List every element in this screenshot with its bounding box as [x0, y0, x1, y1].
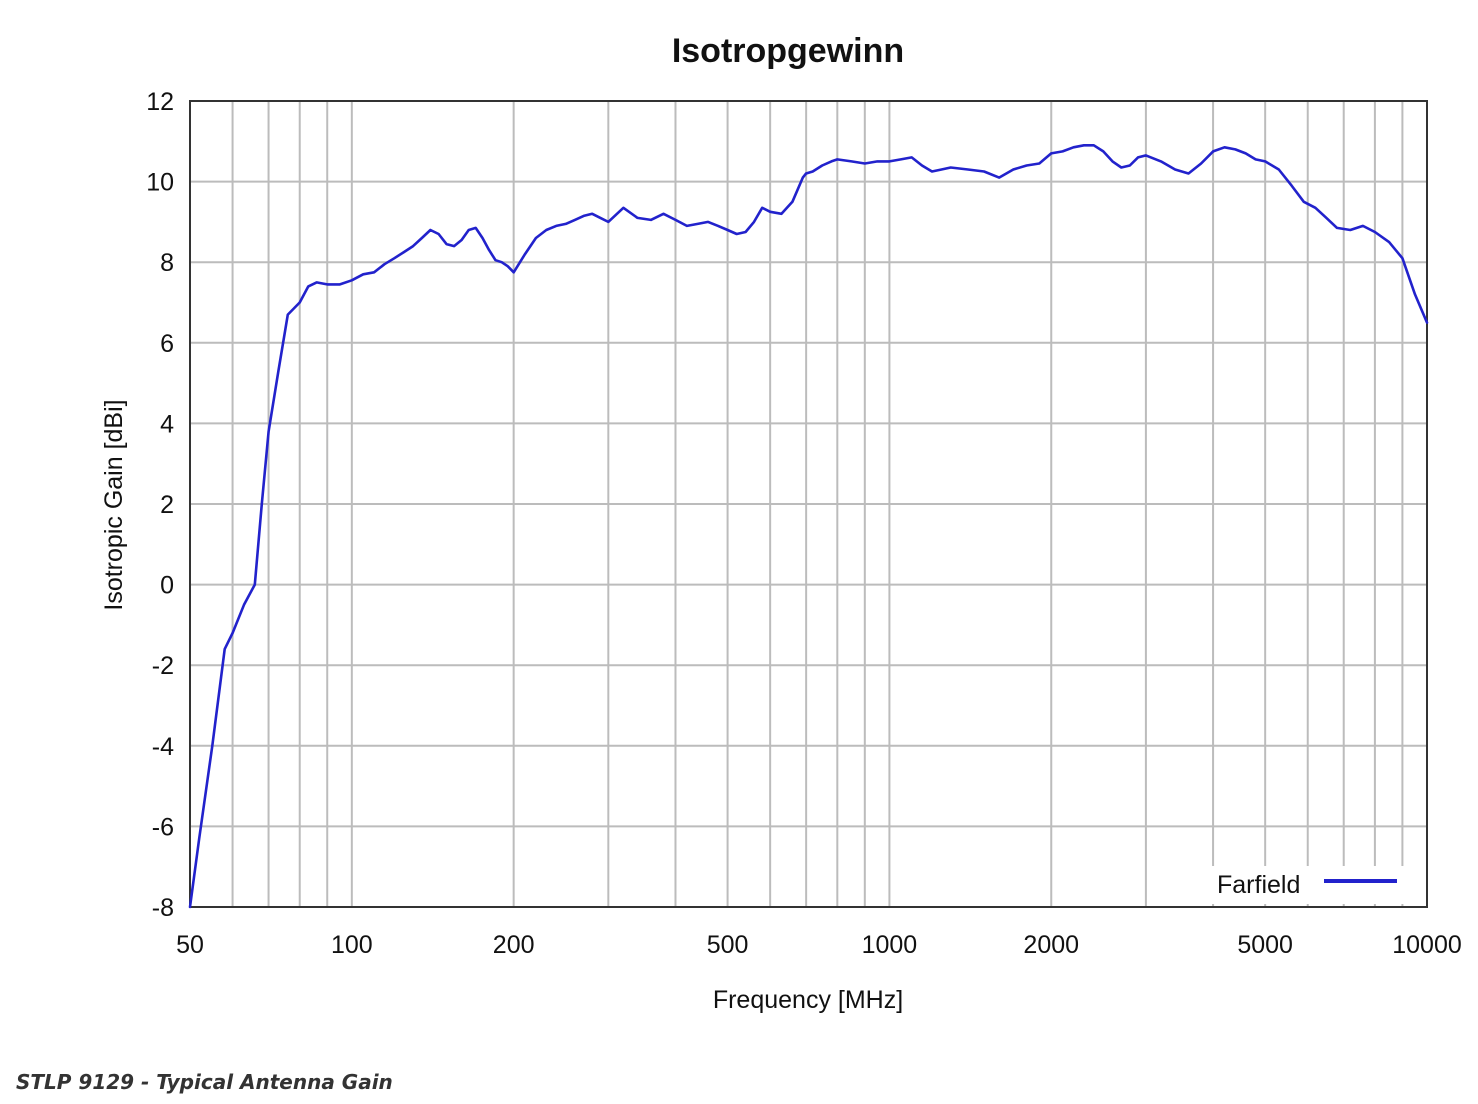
- x-tick-labels: 50 100 200 500 1000 2000 5000 10000: [176, 931, 1462, 959]
- y-tick-labels: -8 -6 -4 -2 0 2 4 6 8 10 12: [146, 88, 174, 922]
- x-tick-label: 50: [176, 931, 204, 959]
- series-line-farfield: [188, 144, 1429, 909]
- x-tick-label: 100: [331, 931, 373, 959]
- figure-caption: STLP 9129 - Typical Antenna Gain: [16, 1070, 393, 1094]
- y-tick-label: 0: [160, 572, 174, 600]
- x-tick-label: 1000: [862, 931, 918, 959]
- series-layer: [188, 144, 1429, 909]
- x-tick-label: 2000: [1023, 931, 1079, 959]
- y-tick-label: 6: [160, 330, 174, 358]
- y-tick-label: 4: [160, 410, 174, 438]
- chart-title: Isotropgewinn: [672, 32, 904, 70]
- y-tick-label: -6: [152, 813, 174, 841]
- y-tick-label: -2: [152, 652, 174, 680]
- y-tick-label: 10: [146, 169, 174, 197]
- x-tick-label: 500: [707, 931, 749, 959]
- x-axis-title: Frequency [MHz]: [713, 986, 903, 1014]
- y-axis-title: Isotropic Gain [dBi]: [100, 399, 128, 610]
- gain-chart: Isotropgewinn -8 -6 -4 -2 0 2 4 6 8 10 12 50 100 200…: [100, 32, 1462, 1014]
- y-tick-label: 12: [146, 88, 174, 116]
- y-tick-label: 8: [160, 249, 174, 277]
- legend: Farfield: [1210, 866, 1418, 904]
- x-tick-label: 200: [493, 931, 535, 959]
- x-tick-label: 10000: [1392, 931, 1462, 959]
- legend-background: [1210, 866, 1418, 904]
- grid-lines: [190, 101, 1427, 907]
- y-tick-label: -4: [152, 733, 174, 761]
- plot-frame: [189, 100, 1428, 908]
- y-tick-label: 2: [160, 491, 174, 519]
- legend-label: Farfield: [1217, 871, 1300, 899]
- x-tick-label: 5000: [1237, 931, 1293, 959]
- y-tick-label: -8: [152, 894, 174, 922]
